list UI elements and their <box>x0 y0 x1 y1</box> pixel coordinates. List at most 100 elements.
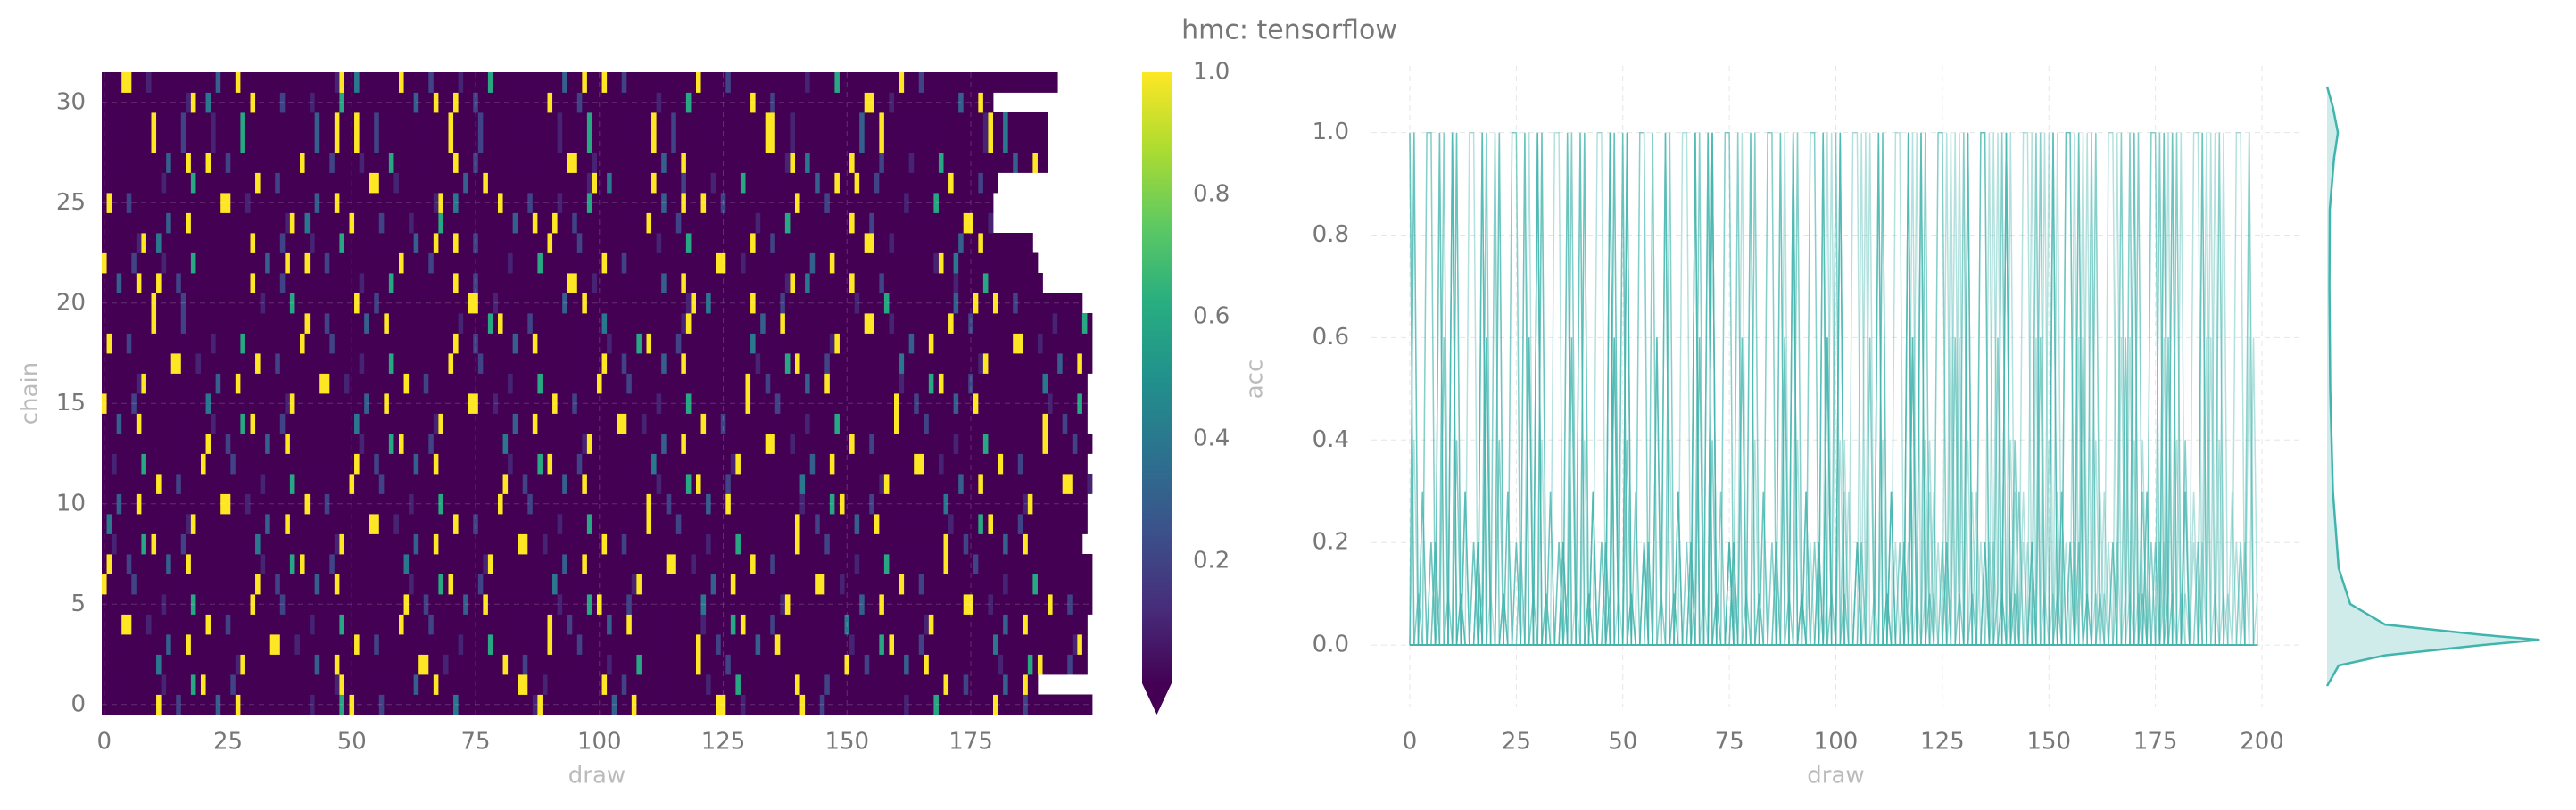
heatmap-cell <box>795 353 800 374</box>
heatmap-cell <box>621 574 627 595</box>
heatmap-cell <box>1003 634 1009 655</box>
heatmap-cell <box>973 533 979 555</box>
heatmap-cell <box>582 434 588 454</box>
heatmap-cell <box>289 393 295 414</box>
heatmap-cell <box>805 313 811 334</box>
heatmap-cell <box>552 474 558 494</box>
heatmap-cell <box>849 333 855 354</box>
heatmap-cell <box>1032 293 1039 314</box>
heatmap-cell <box>255 493 261 515</box>
heatmap-cell <box>631 574 637 595</box>
heatmap-cell <box>225 574 231 595</box>
heatmap-cell <box>839 453 845 475</box>
heatmap-cell <box>1052 313 1058 334</box>
heatmap-cell <box>195 474 202 494</box>
heatmap-cell <box>136 293 142 314</box>
heatmap-cell <box>1052 614 1058 635</box>
heatmap-cell <box>1077 393 1083 414</box>
heatmap-cell <box>304 373 311 394</box>
heatmap-cell <box>195 453 202 475</box>
heatmap-cell <box>706 453 712 475</box>
heatmap-cell <box>289 533 295 555</box>
heatmap-cell <box>136 634 142 655</box>
heatmap-cell <box>542 694 548 715</box>
heatmap-cell <box>339 434 345 454</box>
heatmap-cell <box>487 493 493 515</box>
heatmap-cell <box>166 654 172 675</box>
heatmap-cell <box>527 493 534 515</box>
heatmap-cell <box>260 373 266 394</box>
heatmap-cell <box>473 393 479 414</box>
heatmap-cell <box>423 533 429 555</box>
heatmap-cell <box>537 353 543 374</box>
heatmap-cell <box>522 233 528 253</box>
heatmap-cell <box>106 533 112 555</box>
heatmap-cell <box>780 434 786 454</box>
heatmap-cell <box>403 293 410 314</box>
heatmap-cell <box>666 413 672 434</box>
heatmap-cell <box>899 594 905 615</box>
heatmap-cell <box>433 193 439 213</box>
heatmap-cell <box>289 353 295 374</box>
heatmap-cell <box>894 514 899 534</box>
heatmap-cell <box>116 654 122 675</box>
heatmap-cell <box>195 634 202 655</box>
heatmap-cell <box>527 353 534 374</box>
heatmap-cell <box>1077 474 1083 494</box>
heatmap-cell <box>958 594 965 615</box>
heatmap-cell <box>889 413 895 434</box>
heatmap-cell <box>834 453 841 475</box>
heatmap-cell <box>597 514 602 534</box>
heatmap-cell <box>576 333 583 354</box>
heatmap-cell <box>487 514 493 534</box>
heatmap-cell <box>784 514 791 534</box>
heatmap-cell <box>473 554 479 574</box>
heatmap-cell <box>369 233 375 253</box>
heatmap-cell <box>824 594 831 615</box>
heatmap-cell <box>646 313 652 334</box>
heatmap-cell <box>844 393 850 414</box>
heatmap-cell <box>195 193 202 213</box>
heatmap-cell <box>815 393 821 414</box>
heatmap-cell <box>403 634 410 655</box>
heatmap-cell <box>116 554 122 574</box>
heatmap-cell <box>586 293 592 314</box>
heatmap-cell <box>131 252 137 274</box>
heatmap-cell <box>265 273 271 293</box>
heatmap-cell <box>205 313 211 334</box>
heatmap-cell <box>502 273 509 293</box>
heatmap-cell <box>904 474 910 494</box>
heatmap-cell <box>839 434 845 454</box>
heatmap-cell <box>1042 634 1048 655</box>
heatmap-cell <box>493 594 499 615</box>
heatmap-cell <box>601 373 608 394</box>
heatmap-cell <box>874 373 880 394</box>
heatmap-cell <box>512 514 518 534</box>
heatmap-cell <box>433 393 439 414</box>
heatmap-cell <box>998 533 1004 555</box>
heatmap-cell <box>458 193 464 213</box>
heatmap-cell <box>225 533 231 555</box>
heatmap-cell <box>943 554 949 574</box>
heatmap-cell <box>1081 554 1088 574</box>
heatmap-cell <box>864 614 870 635</box>
heatmap-cell <box>205 574 211 595</box>
heatmap-cell <box>883 533 890 555</box>
heatmap-cell <box>572 453 578 475</box>
heatmap-cell <box>879 514 885 534</box>
heatmap-cell <box>428 212 435 234</box>
heatmap-cell <box>918 434 924 454</box>
heatmap-cell <box>225 413 231 434</box>
heatmap-cell <box>1007 634 1014 655</box>
heatmap-cell <box>399 434 404 454</box>
heatmap-cell <box>730 554 736 574</box>
heatmap-cell <box>205 212 211 234</box>
heatmap-cell <box>458 233 464 253</box>
heatmap-cell <box>508 434 514 454</box>
heatmap-cell <box>433 674 439 695</box>
heatmap-cell <box>211 233 217 253</box>
heatmap-cell <box>805 514 811 534</box>
heatmap-cell <box>824 212 831 234</box>
heatmap-cell <box>195 654 202 675</box>
heatmap-cell <box>567 554 573 574</box>
